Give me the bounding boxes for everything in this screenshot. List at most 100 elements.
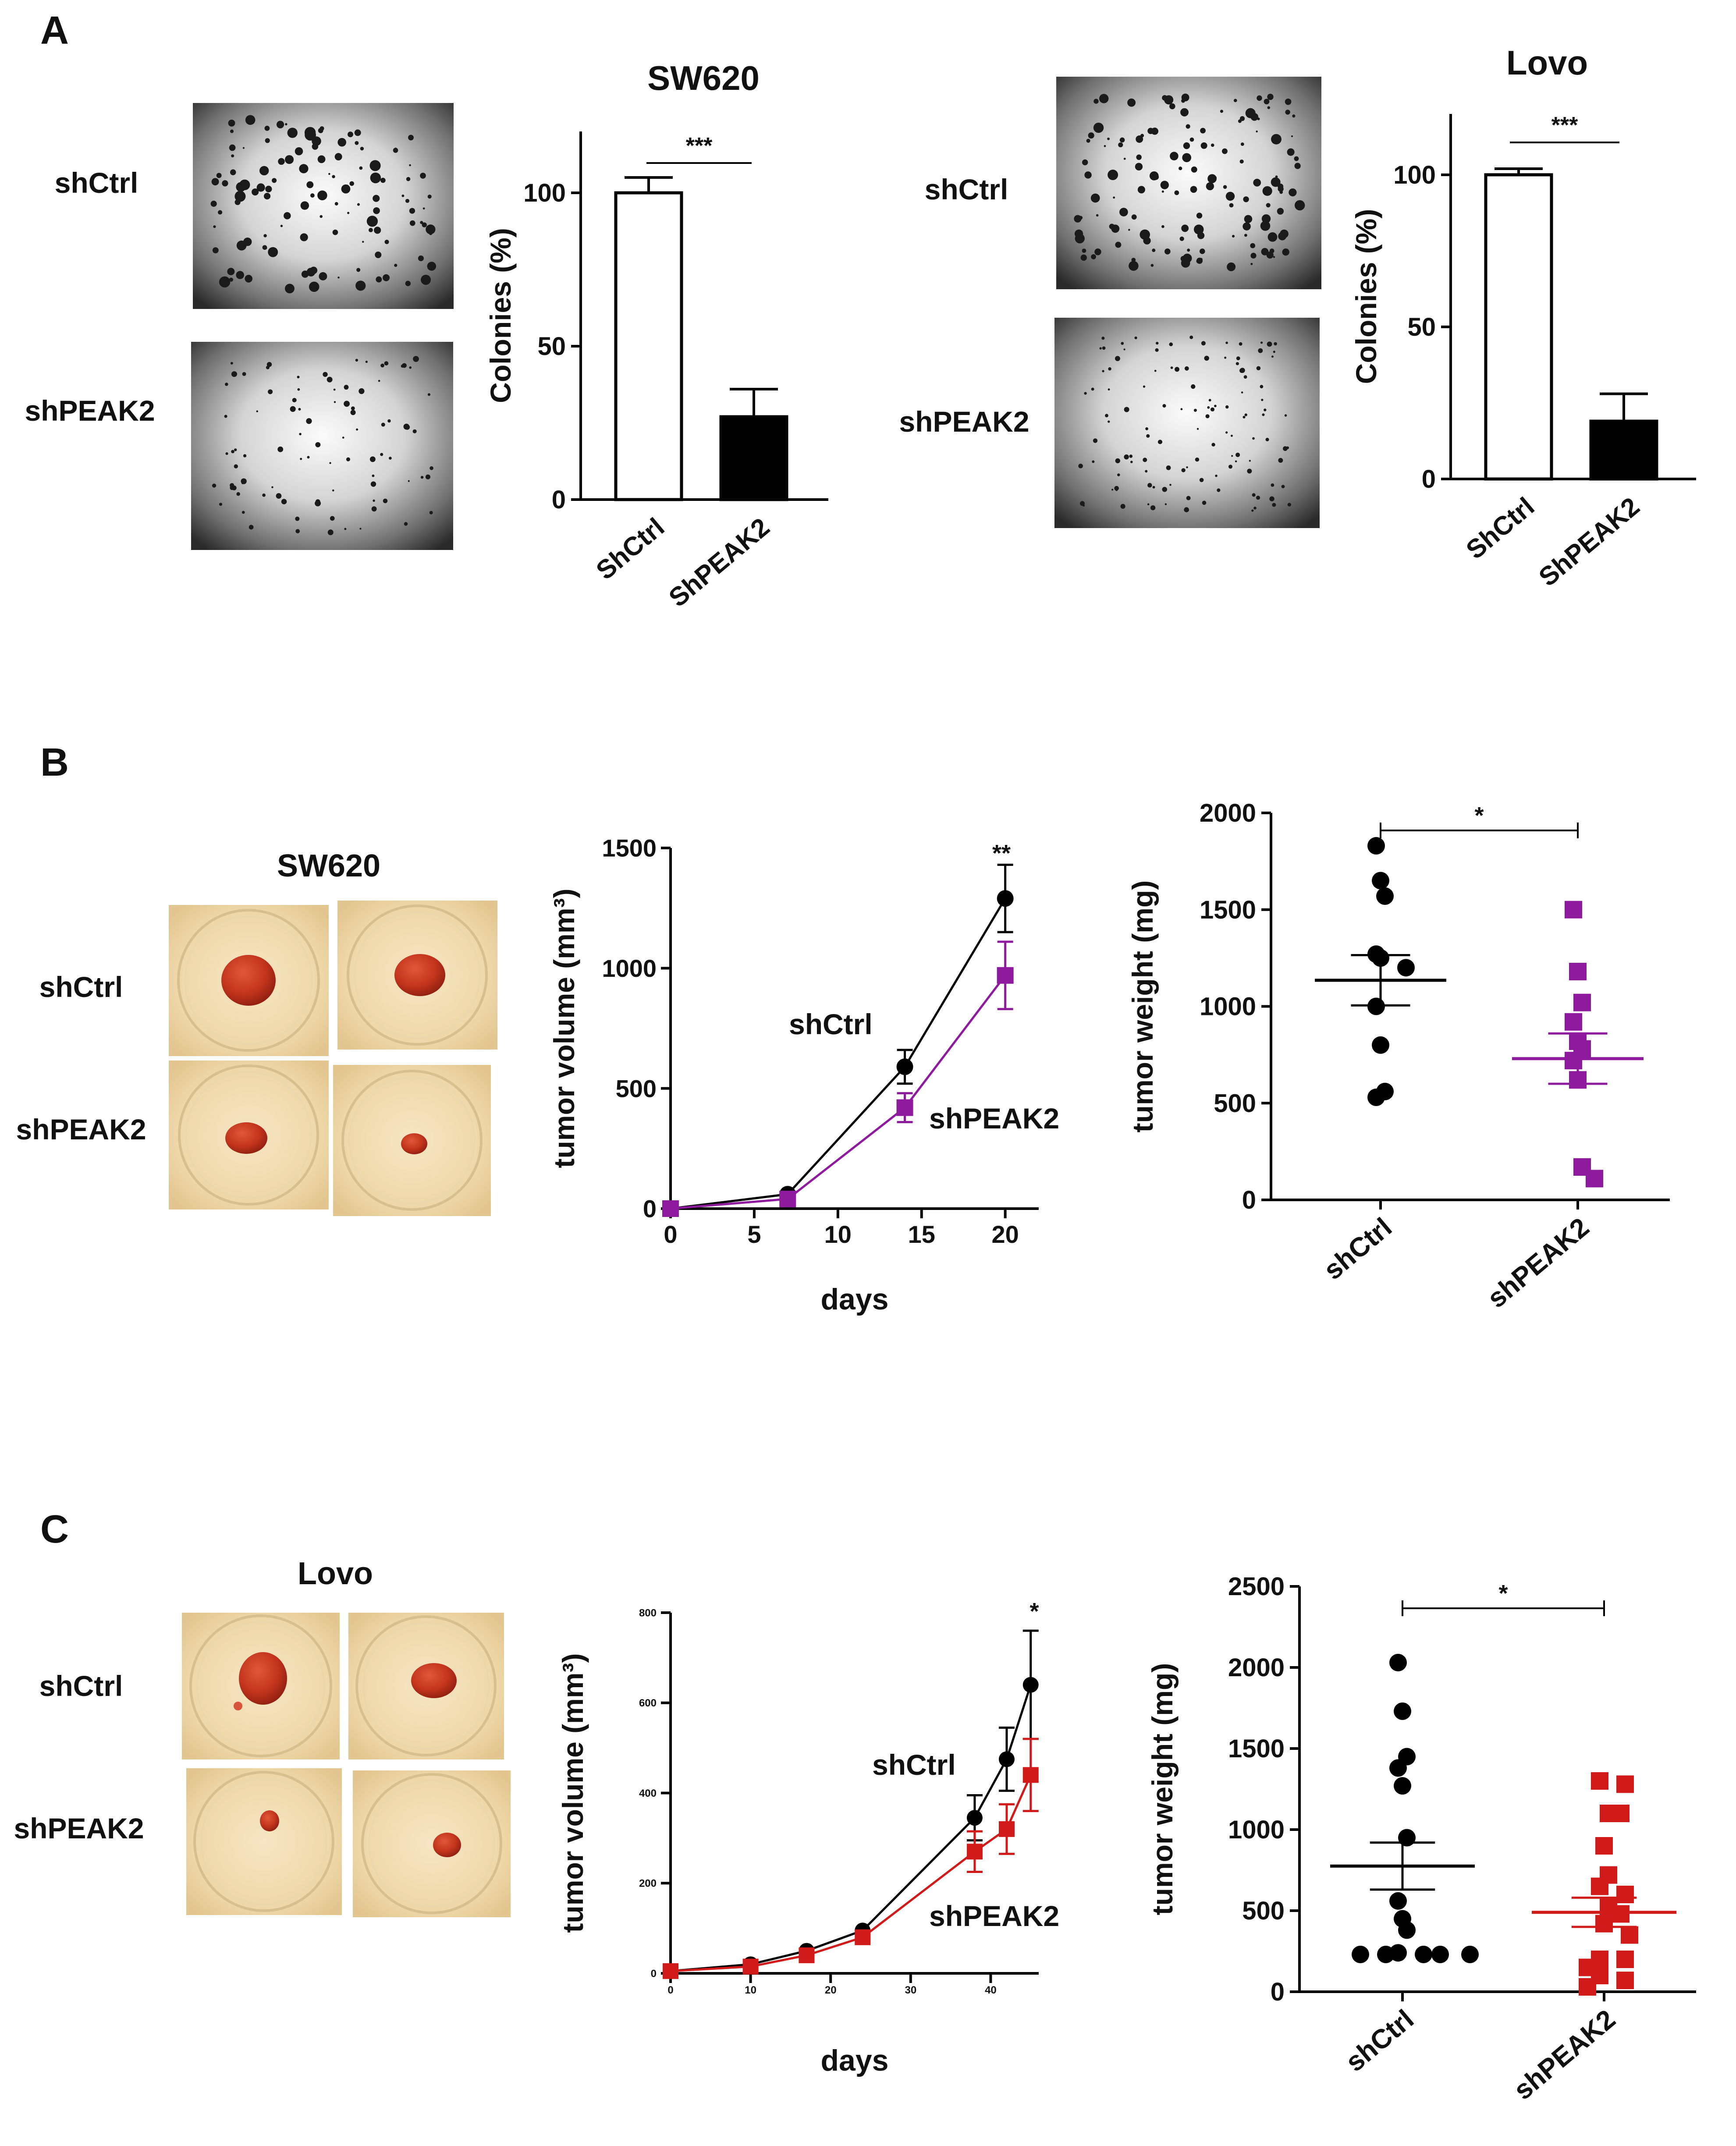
colony-dot bbox=[265, 185, 272, 192]
colony-dot bbox=[1204, 355, 1209, 361]
colony-dot bbox=[1155, 348, 1159, 352]
data-point bbox=[1022, 1677, 1039, 1693]
colony-dot bbox=[1239, 368, 1244, 373]
y-tick-label: 1500 bbox=[1228, 1735, 1285, 1763]
y-tick-label: 1000 bbox=[1200, 993, 1256, 1021]
y-tick-label: 1500 bbox=[602, 834, 657, 862]
x-tick-label: ShPEAK2 bbox=[1533, 492, 1645, 592]
colony-dot bbox=[1235, 362, 1239, 365]
colony-dot bbox=[1271, 177, 1281, 187]
colony-dot bbox=[1272, 503, 1276, 507]
colony-dot bbox=[427, 262, 437, 271]
colony-dot bbox=[384, 239, 389, 245]
colony-dot bbox=[1169, 342, 1173, 347]
colony-dot bbox=[405, 280, 411, 287]
colony-dot bbox=[1265, 438, 1269, 442]
colony-dot bbox=[1261, 214, 1271, 223]
colony-dot bbox=[1228, 465, 1233, 469]
colony-dot bbox=[312, 143, 319, 150]
data-point bbox=[1616, 1951, 1634, 1968]
colony-dot bbox=[1220, 110, 1224, 113]
colony-dot bbox=[1108, 388, 1110, 391]
data-point bbox=[1389, 1653, 1407, 1671]
data-point bbox=[1565, 1052, 1582, 1070]
data-point bbox=[1431, 1945, 1449, 1963]
colony-dot bbox=[1244, 413, 1247, 416]
colony-dot bbox=[224, 415, 227, 418]
colony-dot bbox=[1181, 468, 1186, 472]
colony-dot bbox=[1183, 142, 1190, 149]
colony-dot bbox=[225, 452, 228, 455]
colony-dot bbox=[1134, 336, 1137, 340]
colony-dot bbox=[408, 135, 414, 141]
dish-photo bbox=[348, 1613, 504, 1759]
data-point bbox=[1565, 901, 1582, 919]
colony-dot bbox=[1206, 182, 1214, 191]
colony-dot bbox=[1287, 503, 1292, 507]
colony-dot bbox=[1256, 366, 1261, 371]
colony-dot bbox=[1215, 475, 1218, 477]
y-tick-label: 100 bbox=[523, 179, 566, 207]
colony-dot bbox=[374, 227, 381, 234]
colony-dot bbox=[383, 274, 390, 281]
colony-dot bbox=[1174, 190, 1179, 195]
line-chart-sw620-tumor-volume: 0 500 1000 1500 0 5 10 15 20 days tumor volume (mm… bbox=[548, 834, 1059, 1316]
colony-dot bbox=[401, 194, 405, 197]
colony-dot bbox=[1231, 455, 1233, 457]
colony-dot bbox=[1170, 152, 1179, 160]
colony-dot bbox=[1179, 167, 1182, 170]
colony-dot bbox=[318, 128, 323, 133]
colony-dot bbox=[256, 183, 265, 192]
y-axis-title: tumor volume (mm³) bbox=[548, 888, 580, 1168]
colony-dot bbox=[272, 178, 277, 183]
colony-dot bbox=[1119, 137, 1125, 143]
colony-dot bbox=[380, 177, 386, 183]
colony-dot bbox=[341, 184, 351, 194]
colony-dot bbox=[1090, 193, 1100, 203]
colony-dot bbox=[1252, 493, 1256, 497]
colony-dot bbox=[384, 361, 389, 365]
colony-dot bbox=[1150, 505, 1156, 511]
colony-dot bbox=[1201, 341, 1206, 346]
y-tick-label: 0 bbox=[643, 1195, 657, 1223]
colony-dot bbox=[299, 433, 302, 436]
y-tick-label: 600 bbox=[639, 1697, 657, 1709]
photo-label-lovo-shctrl: shCtrl bbox=[925, 173, 1008, 206]
colony-dot bbox=[242, 372, 246, 376]
y-tick-label: 0 bbox=[1422, 465, 1436, 493]
colony-dot bbox=[315, 500, 321, 507]
x-tick-label: shPEAK2 bbox=[1508, 2004, 1621, 2106]
data-point bbox=[663, 1963, 678, 1979]
colony-dot bbox=[1235, 452, 1240, 457]
colony-dot bbox=[299, 164, 309, 174]
significance-label: *** bbox=[1551, 113, 1578, 138]
colony-dot bbox=[334, 401, 336, 403]
colony-dot bbox=[1252, 437, 1255, 440]
colony-dot bbox=[1269, 248, 1274, 253]
colony-dot bbox=[1166, 465, 1171, 470]
colony-dot bbox=[284, 212, 291, 220]
colony-dot bbox=[276, 121, 284, 128]
colony-dot bbox=[239, 179, 250, 190]
colony-dot bbox=[262, 245, 267, 250]
data-point bbox=[1367, 1089, 1385, 1107]
colony-dot bbox=[306, 418, 312, 424]
colony-dot bbox=[1278, 458, 1283, 463]
colony-dot bbox=[1175, 367, 1180, 372]
colony-dot bbox=[426, 224, 436, 234]
colony-dot bbox=[281, 499, 287, 504]
colony-dot bbox=[1180, 108, 1189, 117]
colony-dot bbox=[280, 224, 283, 227]
colony-dot bbox=[1124, 454, 1129, 460]
colony-dot bbox=[380, 363, 384, 368]
colony-dot bbox=[1096, 214, 1099, 217]
colony-dot bbox=[420, 221, 423, 224]
colony-dot bbox=[347, 212, 350, 214]
colony-dot bbox=[1181, 93, 1189, 102]
colony-dot bbox=[230, 483, 234, 488]
colony-dot bbox=[287, 128, 298, 138]
colony-dot bbox=[1135, 163, 1143, 170]
colony-dot bbox=[218, 210, 223, 215]
x-tick-label: 5 bbox=[747, 1220, 761, 1248]
